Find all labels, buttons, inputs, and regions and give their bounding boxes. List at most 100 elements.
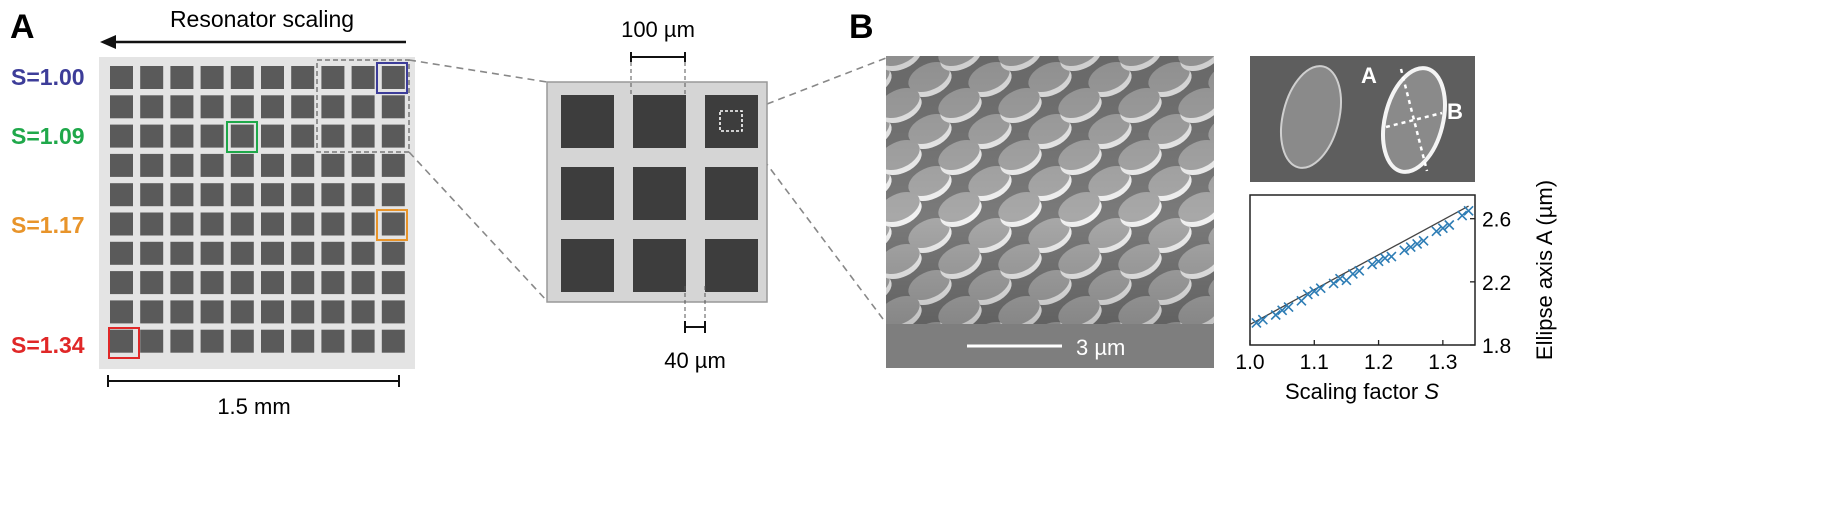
- resonator-square: [110, 241, 133, 265]
- resonator-square: [170, 241, 194, 265]
- ellipse-major-axis: [1399, 68, 1429, 172]
- resonator-square: [170, 183, 194, 207]
- resonator-square: [381, 271, 405, 295]
- forty-micron-bar: [684, 286, 706, 333]
- data-point: [1277, 305, 1288, 316]
- resonator-square: [381, 95, 405, 119]
- y-tick-label: 1.8: [1482, 335, 1511, 358]
- data-point: [1418, 235, 1429, 246]
- resonator-square: [140, 124, 164, 148]
- ellipse-minor-axis: [1385, 111, 1443, 129]
- selection-box-1-09: [226, 121, 258, 153]
- resonator-square: [200, 300, 224, 324]
- data-point: [1283, 302, 1294, 313]
- y-tick-label: 2.6: [1482, 209, 1511, 232]
- resonator-square: [140, 212, 164, 236]
- resonator-square: [321, 300, 345, 324]
- resonator-square: [351, 183, 375, 207]
- resonator-square: [381, 124, 405, 148]
- resonator-square: [110, 271, 133, 295]
- resonator-square: [351, 124, 375, 148]
- resonator-square: [200, 153, 224, 177]
- x-axis-label: Scaling factor S: [1285, 379, 1439, 404]
- x-axis-ticks: 1.0 1.1 1.2 1.3: [1235, 340, 1457, 374]
- resonator-square: [140, 95, 164, 119]
- resonator-square: [230, 124, 254, 148]
- resonator-square: [321, 124, 345, 148]
- resonator-square: [230, 271, 254, 295]
- data-point: [1399, 245, 1410, 256]
- resonator-square: [321, 241, 345, 265]
- resonator-square: [230, 329, 254, 353]
- resonator-square: [381, 66, 405, 89]
- data-point: [1257, 314, 1268, 325]
- data-point: [1457, 210, 1468, 221]
- scale-label-1-34: S=1.34: [11, 332, 85, 358]
- data-point: [1328, 278, 1339, 289]
- resonator-square: [140, 271, 164, 295]
- resonator-square: [351, 271, 375, 295]
- ellipse-resonator-right: [1381, 66, 1447, 174]
- resonator-square: [170, 329, 194, 353]
- resonator-square: [200, 124, 224, 148]
- data-point: [1315, 283, 1326, 294]
- data-point: [1302, 289, 1313, 300]
- resonator-square: [291, 66, 315, 89]
- resonator-square: [321, 271, 345, 295]
- resonator-square: [230, 300, 254, 324]
- resonator-square: [110, 300, 133, 324]
- resonator-square: [110, 95, 133, 119]
- data-point: [1251, 317, 1262, 328]
- zoomed-resonator-square: [633, 167, 686, 220]
- scale-label-1-17: S=1.17: [11, 212, 85, 238]
- resonator-square: [110, 153, 133, 177]
- resonator-square: [381, 300, 405, 324]
- zoomed-resonators: [561, 95, 758, 292]
- resonator-square: [381, 153, 405, 177]
- sem-region-box: [719, 110, 743, 132]
- resonator-square: [140, 241, 164, 265]
- resonator-square: [230, 183, 254, 207]
- resonator-square: [381, 183, 405, 207]
- resonator-square: [291, 124, 315, 148]
- zoomed-resonator-square: [705, 95, 758, 148]
- resonator-square: [261, 329, 284, 353]
- resonator-square: [321, 212, 345, 236]
- resonator-square: [291, 183, 315, 207]
- resonator-square: [200, 329, 224, 353]
- resonator-square: [170, 124, 194, 148]
- zoomed-resonator-square: [705, 167, 758, 220]
- panel-label-b: B: [849, 8, 874, 46]
- zoomed-resonator-square: [633, 95, 686, 148]
- resonator-square: [140, 66, 164, 89]
- y-axis-ticks: 1.8 2.2 2.6: [1470, 209, 1511, 358]
- resonator-square: [110, 183, 133, 207]
- resonator-square: [170, 271, 194, 295]
- zoomed-resonator-square: [561, 167, 614, 220]
- resonator-square: [110, 212, 133, 236]
- resonator-square: [200, 212, 224, 236]
- resonator-square: [170, 300, 194, 324]
- resonator-square: [381, 241, 405, 265]
- resonator-square: [321, 183, 345, 207]
- data-point: [1431, 226, 1442, 237]
- data-point: [1463, 205, 1474, 216]
- resonator-square: [170, 153, 194, 177]
- resonator-square: [291, 329, 315, 353]
- resonator-square: [140, 300, 164, 324]
- resonator-square: [351, 212, 375, 236]
- data-point: [1309, 286, 1320, 297]
- scale-label-1-09: S=1.09: [11, 123, 85, 149]
- resonator-square: [261, 271, 284, 295]
- data-point: [1367, 259, 1378, 270]
- resonator-square: [351, 66, 375, 89]
- resonator-square: [351, 241, 375, 265]
- data-point: [1405, 242, 1416, 253]
- x-tick-label: 1.2: [1364, 351, 1393, 374]
- data-point: [1354, 265, 1365, 276]
- data-point: [1373, 256, 1384, 267]
- x-tick-label: 1.3: [1428, 351, 1457, 374]
- resonator-square: [170, 95, 194, 119]
- millimeter-scale-label: 1.5 mm: [217, 394, 290, 419]
- data-point: [1412, 238, 1423, 250]
